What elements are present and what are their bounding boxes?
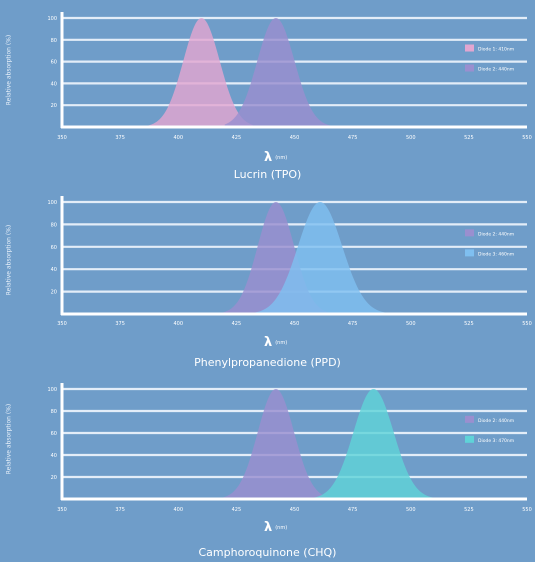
lambda-symbol: λ (264, 150, 273, 165)
x-tick-label: 375 (115, 507, 125, 513)
legend-swatch (465, 64, 474, 72)
y-tick-label: 100 (47, 200, 57, 206)
x-tick-label: 475 (348, 135, 358, 141)
x-tick-label: 450 (290, 135, 300, 141)
legend-swatch (465, 435, 474, 443)
y-tick-label: 60 (51, 431, 57, 437)
x-tick-label: 525 (464, 135, 474, 141)
x-tick-label: 450 (290, 321, 300, 327)
x-tick-label: 425 (232, 321, 242, 327)
absorption-curve (220, 389, 330, 499)
y-axis-label: Relative absorption (%) (5, 403, 13, 475)
x-tick-label: 350 (57, 507, 67, 513)
x-axis-label: λ (nm) (264, 335, 287, 350)
chart-title: Phenylpropanedione (PPD) (194, 356, 341, 369)
chart-svg: 20 40 60 80 100 350 375 400 425 450 475 500 525 550 Di… (47, 12, 532, 141)
y-axis-label: Relative absorption (%) (5, 224, 13, 296)
x-tick-label: 425 (232, 507, 242, 513)
legend-swatch (465, 249, 474, 257)
x-tick-label: 550 (522, 321, 532, 327)
x-tick-label: 350 (57, 135, 67, 141)
x-tick-label: 500 (406, 507, 416, 513)
x-tick-label: 500 (406, 321, 416, 327)
absorption-curve (313, 389, 434, 499)
x-tick-label: 400 (173, 507, 183, 513)
y-tick-label: 60 (51, 245, 57, 251)
x-axis-unit: (nm) (275, 525, 288, 531)
legend-label: Diode 2: 440nm (478, 418, 514, 424)
x-tick-label: 375 (115, 135, 125, 141)
legend-swatch (465, 229, 474, 237)
legend-label: Diode 2: 440nm (478, 231, 514, 237)
chart-panel: 20 40 60 80 100 350 375 400 425 450 475 500 525 550 Di… (0, 378, 535, 562)
y-axis-label-wrap: Relative absorption (%) (3, 378, 15, 500)
lambda-symbol: λ (264, 335, 273, 350)
chart-title: Lucrin (TPO) (233, 168, 302, 181)
x-tick-label: 475 (348, 507, 358, 513)
x-axis-label: λ (nm) (264, 150, 287, 165)
legend-swatch (465, 44, 474, 52)
absorption-curve (143, 18, 253, 127)
chart-panel: 20 40 60 80 100 350 375 400 425 450 475 500 525 550 Di… (0, 0, 535, 188)
y-axis-label-wrap: Relative absorption (%) (3, 200, 15, 320)
x-tick-label: 375 (115, 321, 125, 327)
x-tick-label: 400 (173, 135, 183, 141)
y-tick-label: 40 (51, 453, 57, 459)
y-tick-label: 40 (51, 81, 57, 87)
lambda-symbol: λ (264, 520, 273, 535)
x-axis-label: λ (nm) (264, 520, 287, 535)
legend-label: Diode 2: 440nm (478, 67, 514, 73)
y-tick-label: 80 (51, 38, 57, 44)
absorption-curve (224, 18, 337, 127)
legend-label: Diode 1: 410nm (478, 47, 514, 53)
y-axis-label-wrap: Relative absorption (%) (3, 10, 15, 130)
x-tick-label: 550 (522, 135, 532, 141)
legend-label: Diode 3: 470nm (478, 438, 514, 444)
y-tick-label: 20 (51, 290, 57, 296)
legend-swatch (465, 415, 474, 423)
x-axis-unit: (nm) (275, 155, 288, 161)
chart-title: Camphoroquinone (CHQ) (198, 546, 337, 559)
x-tick-label: 500 (406, 135, 416, 141)
x-tick-label: 525 (464, 507, 474, 513)
x-tick-label: 525 (464, 321, 474, 327)
chart-svg: 20 40 60 80 100 350 375 400 425 450 475 500 525 550 Di… (47, 383, 532, 513)
x-tick-label: 400 (173, 321, 183, 327)
y-tick-label: 60 (51, 60, 57, 66)
y-tick-label: 20 (51, 103, 57, 109)
y-tick-label: 100 (47, 387, 57, 393)
x-tick-label: 425 (232, 135, 242, 141)
y-tick-label: 40 (51, 267, 57, 273)
x-tick-label: 550 (522, 507, 532, 513)
chart-svg: 20 40 60 80 100 350 375 400 425 450 475 500 525 550 Di… (47, 196, 532, 327)
y-tick-label: 80 (51, 222, 57, 228)
x-tick-label: 475 (348, 321, 358, 327)
y-tick-label: 20 (51, 475, 57, 481)
x-tick-label: 350 (57, 321, 67, 327)
absorption-curve (254, 202, 388, 314)
legend-label: Diode 3: 460nm (478, 251, 514, 257)
chart-panel: 20 40 60 80 100 350 375 400 425 450 475 500 525 550 Di… (0, 190, 535, 375)
x-tick-label: 450 (290, 507, 300, 513)
y-axis-label: Relative absorption (%) (5, 34, 13, 106)
y-tick-label: 80 (51, 409, 57, 415)
y-tick-label: 100 (47, 16, 57, 22)
x-axis-unit: (nm) (275, 340, 288, 346)
